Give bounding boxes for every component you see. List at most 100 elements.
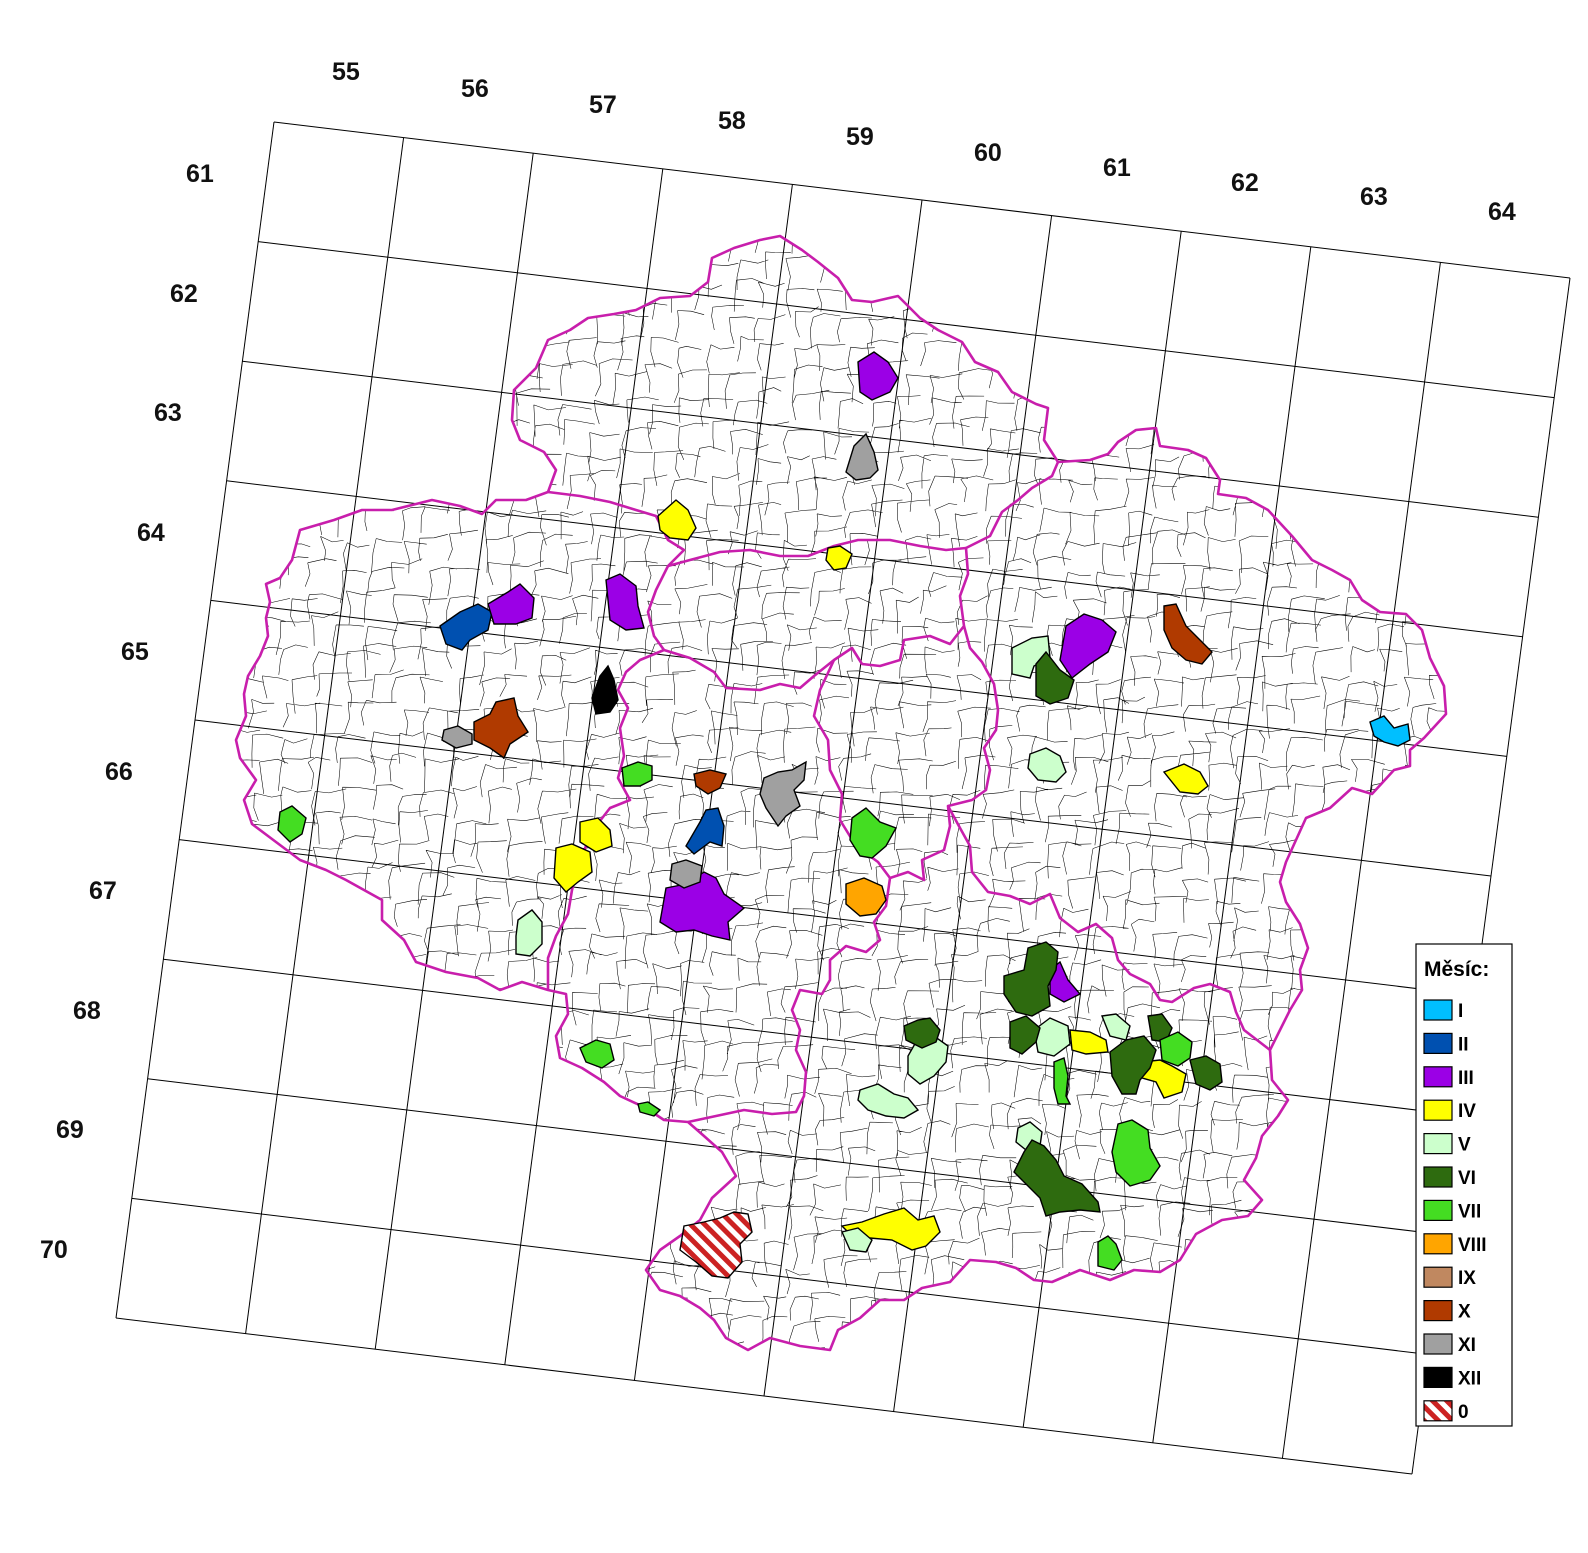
area-month-IV <box>553 843 593 893</box>
area-month-VI <box>1189 1055 1223 1091</box>
area-month-VI <box>1009 1015 1041 1055</box>
row-label: 67 <box>89 877 117 905</box>
legend-swatch <box>1423 1099 1453 1121</box>
legend-swatch <box>1423 1233 1453 1255</box>
area-month-VII <box>1159 1031 1193 1067</box>
row-label: 63 <box>154 399 182 427</box>
legend-swatch <box>1423 999 1453 1021</box>
column-label: 64 <box>1488 198 1516 226</box>
area-month-III <box>1059 613 1117 680</box>
legend-label: IX <box>1458 1268 1476 1289</box>
column-label: 63 <box>1360 183 1388 211</box>
district-border <box>687 877 892 1124</box>
area-month-VII <box>1097 1235 1123 1271</box>
legend-label: III <box>1458 1068 1474 1089</box>
grid-line-horizontal <box>163 958 1460 1116</box>
grid-line-horizontal <box>210 599 1507 757</box>
column-label: 56 <box>461 75 489 103</box>
area-month-VII <box>1053 1057 1072 1105</box>
grid-line-horizontal <box>258 241 1555 399</box>
area-month-IV <box>1141 1059 1187 1099</box>
legend-label: XII <box>1458 1368 1481 1389</box>
area-month-VI <box>1147 1013 1173 1043</box>
legend-label: XI <box>1458 1335 1476 1356</box>
row-label: 70 <box>40 1236 68 1264</box>
area-month-VI <box>903 1017 941 1049</box>
column-label: 61 <box>1103 154 1131 182</box>
area-month-X <box>1163 603 1213 665</box>
area-month-XI <box>669 859 703 889</box>
area-month-IV <box>1162 763 1209 795</box>
column-label: 62 <box>1231 169 1259 197</box>
municipality-boundaries <box>236 236 1446 1350</box>
legend-label: II <box>1458 1034 1469 1055</box>
area-month-III <box>857 351 899 401</box>
area-month-VIII <box>845 877 887 917</box>
area-month-VII <box>849 807 898 859</box>
area-month-I <box>1369 715 1411 747</box>
legend-label: VII <box>1458 1201 1481 1222</box>
legend-swatch <box>1423 1132 1453 1155</box>
legend-label: I <box>1458 1001 1463 1022</box>
legend-swatch <box>1423 1266 1453 1288</box>
grid-line-horizontal <box>115 1317 1413 1475</box>
area-month-V <box>1033 1017 1071 1057</box>
area-month-XI <box>759 760 807 828</box>
area-month-II <box>439 603 493 651</box>
legend-swatch <box>1423 1166 1453 1188</box>
grid-line-horizontal <box>131 1197 1428 1355</box>
area-month-V <box>857 1083 920 1119</box>
grid-line-horizontal <box>226 480 1523 638</box>
legend-label: VI <box>1458 1168 1476 1189</box>
district-border <box>946 805 1271 1052</box>
column-label: 60 <box>974 139 1002 167</box>
area-month-III <box>659 871 746 941</box>
row-label: 64 <box>137 519 165 547</box>
area-month-XII <box>591 664 619 715</box>
row-label: 69 <box>56 1116 84 1144</box>
legend-swatch <box>1423 1400 1453 1422</box>
area-month-IV <box>1069 1029 1109 1055</box>
column-label: 59 <box>846 123 874 151</box>
column-labels: 55 56 57 58 59 60 61 62 63 64 <box>332 58 1516 226</box>
area-month-IV <box>579 817 613 853</box>
area-month-V <box>515 909 543 957</box>
column-label: 58 <box>718 107 746 135</box>
area-month-VII <box>277 805 307 843</box>
row-label: 62 <box>170 280 198 308</box>
grid-line-horizontal <box>194 719 1492 877</box>
legend-swatch <box>1423 1066 1453 1088</box>
region-outer-border <box>234 234 1448 1352</box>
legend-swatch <box>1423 1299 1453 1322</box>
row-label: 65 <box>121 638 149 666</box>
mapping-grid <box>115 121 1571 1475</box>
municipality-lines <box>236 236 1446 1350</box>
district-borders <box>234 234 1448 1352</box>
row-label: 61 <box>186 160 214 188</box>
legend-title: Měsíc: <box>1424 958 1489 981</box>
area-month-IV <box>825 545 853 571</box>
grid-line-horizontal <box>242 360 1539 518</box>
district-border <box>812 625 1000 882</box>
area-month-0 <box>679 1211 753 1279</box>
legend-label: V <box>1458 1135 1471 1156</box>
highlighted-areas <box>277 351 1411 1279</box>
area-month-III <box>1049 960 1082 1003</box>
area-month-XI <box>845 432 879 481</box>
grid-line-horizontal <box>179 839 1476 997</box>
row-label: 66 <box>105 758 133 786</box>
grid-line-horizontal <box>273 121 1571 279</box>
district-border <box>667 538 967 568</box>
area-month-V <box>1101 1013 1131 1041</box>
column-label: 57 <box>589 91 617 119</box>
area-month-V <box>841 1227 873 1253</box>
area-month-III <box>487 583 535 625</box>
area-month-III <box>605 573 645 631</box>
legend-label: IV <box>1458 1101 1476 1122</box>
legend-label: VIII <box>1458 1235 1487 1256</box>
legend-swatch <box>1423 1333 1453 1355</box>
area-month-IV <box>657 499 697 541</box>
legend-swatch <box>1423 1366 1453 1389</box>
area-month-VI <box>1109 1035 1157 1095</box>
